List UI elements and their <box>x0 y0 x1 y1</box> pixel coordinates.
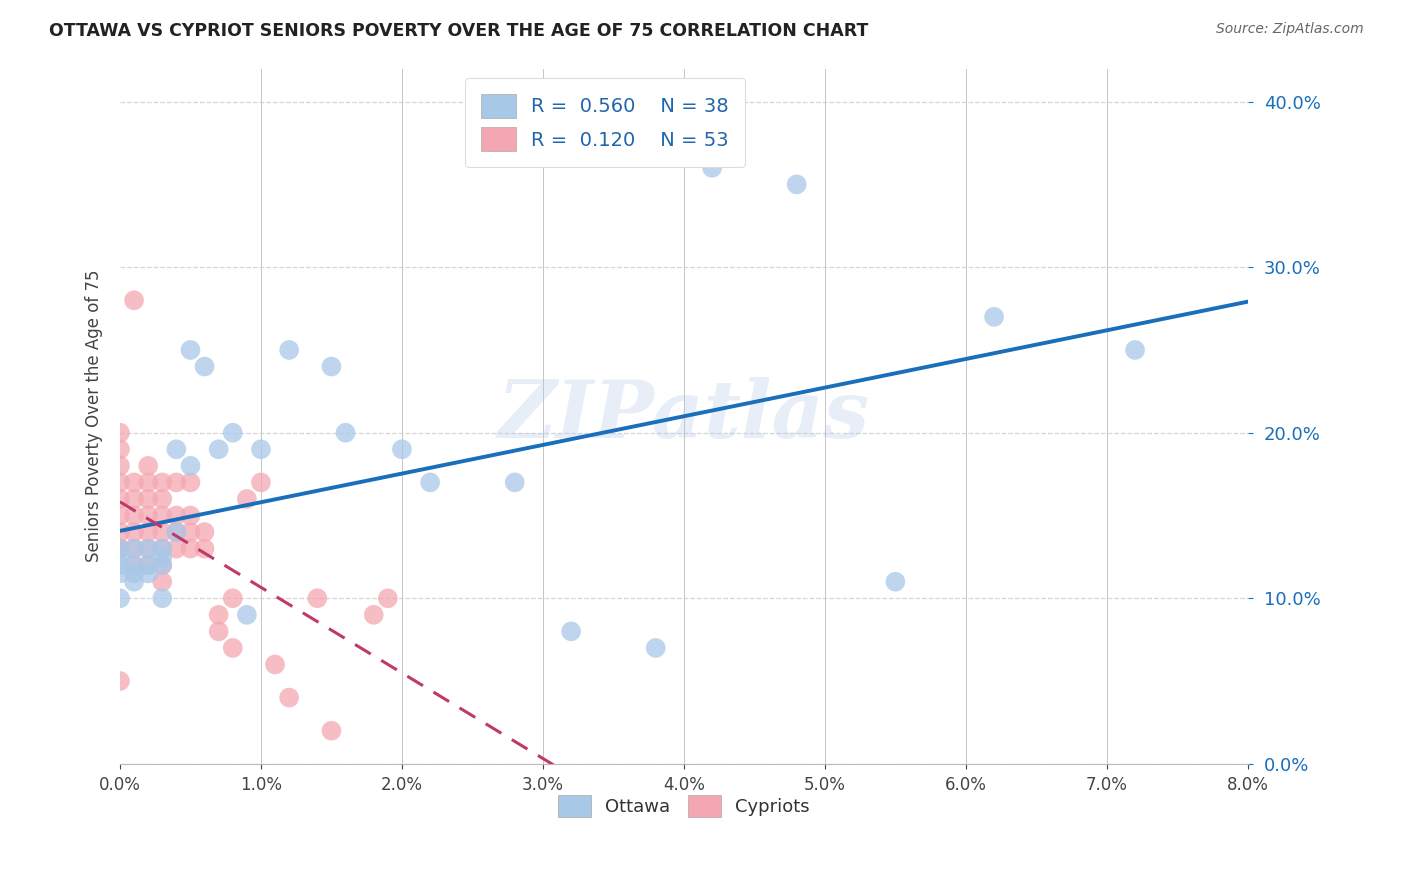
Point <box>165 475 187 490</box>
Point <box>108 674 131 689</box>
Point <box>150 508 173 523</box>
Point <box>150 591 173 606</box>
Point <box>150 541 173 556</box>
Point <box>644 640 666 655</box>
Point <box>108 566 131 581</box>
Legend: Ottawa, Cypriots: Ottawa, Cypriots <box>551 788 817 824</box>
Point <box>193 524 215 539</box>
Point <box>108 475 131 490</box>
Point <box>179 475 201 490</box>
Point <box>786 178 808 192</box>
Point <box>136 541 159 556</box>
Point <box>108 458 131 473</box>
Point <box>165 524 187 539</box>
Point <box>136 458 159 473</box>
Point <box>150 558 173 573</box>
Point <box>108 549 131 564</box>
Point <box>122 566 145 581</box>
Point <box>321 723 343 738</box>
Point <box>150 558 173 573</box>
Point <box>108 508 131 523</box>
Point <box>391 442 413 457</box>
Point <box>150 549 173 564</box>
Point <box>250 475 273 490</box>
Point <box>108 524 131 539</box>
Point <box>264 657 287 672</box>
Point <box>503 475 526 490</box>
Point <box>179 541 201 556</box>
Point <box>136 491 159 506</box>
Point <box>1123 343 1146 357</box>
Point <box>179 343 201 357</box>
Point <box>108 425 131 440</box>
Point <box>150 574 173 589</box>
Point <box>108 541 131 556</box>
Point <box>179 508 201 523</box>
Point <box>108 491 131 506</box>
Point <box>222 425 245 440</box>
Point <box>108 591 131 606</box>
Point <box>150 475 173 490</box>
Point <box>560 624 582 639</box>
Point <box>122 475 145 490</box>
Point <box>122 491 145 506</box>
Point <box>884 574 907 589</box>
Point <box>377 591 399 606</box>
Point <box>278 690 301 705</box>
Y-axis label: Seniors Poverty Over the Age of 75: Seniors Poverty Over the Age of 75 <box>86 270 103 563</box>
Text: ZIPatlas: ZIPatlas <box>498 377 870 455</box>
Point <box>136 508 159 523</box>
Point <box>165 524 187 539</box>
Point <box>122 541 145 556</box>
Point <box>150 541 173 556</box>
Point <box>108 442 131 457</box>
Point <box>136 558 159 573</box>
Point <box>983 310 1005 324</box>
Point <box>122 558 145 573</box>
Point <box>419 475 441 490</box>
Point <box>250 442 273 457</box>
Point <box>122 293 145 308</box>
Point <box>208 442 231 457</box>
Point <box>122 541 145 556</box>
Point <box>165 541 187 556</box>
Point <box>236 607 259 622</box>
Point <box>108 541 131 556</box>
Point <box>108 558 131 573</box>
Point <box>122 558 145 573</box>
Point <box>321 359 343 374</box>
Point <box>179 458 201 473</box>
Point <box>136 475 159 490</box>
Point <box>278 343 301 357</box>
Point <box>208 624 231 639</box>
Point <box>335 425 357 440</box>
Point <box>179 524 201 539</box>
Point <box>193 359 215 374</box>
Point <box>236 491 259 506</box>
Point <box>122 574 145 589</box>
Text: OTTAWA VS CYPRIOT SENIORS POVERTY OVER THE AGE OF 75 CORRELATION CHART: OTTAWA VS CYPRIOT SENIORS POVERTY OVER T… <box>49 22 869 40</box>
Point <box>150 524 173 539</box>
Point <box>700 161 723 175</box>
Point <box>222 640 245 655</box>
Point <box>363 607 385 622</box>
Point <box>108 541 131 556</box>
Point <box>193 541 215 556</box>
Point <box>136 524 159 539</box>
Point <box>222 591 245 606</box>
Point <box>122 524 145 539</box>
Point <box>165 442 187 457</box>
Point <box>136 566 159 581</box>
Point <box>208 607 231 622</box>
Point <box>136 558 159 573</box>
Point <box>122 508 145 523</box>
Point <box>150 491 173 506</box>
Point <box>307 591 329 606</box>
Text: Source: ZipAtlas.com: Source: ZipAtlas.com <box>1216 22 1364 37</box>
Point <box>136 541 159 556</box>
Point <box>165 508 187 523</box>
